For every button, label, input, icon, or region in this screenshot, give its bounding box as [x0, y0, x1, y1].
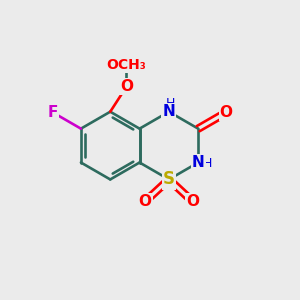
- Text: N: N: [163, 104, 175, 119]
- Text: H: H: [203, 158, 212, 170]
- Text: N: N: [192, 155, 205, 170]
- Text: O: O: [220, 105, 232, 120]
- Text: OCH₃: OCH₃: [106, 58, 146, 72]
- Text: O: O: [139, 194, 152, 209]
- Text: S: S: [163, 170, 175, 188]
- Text: O: O: [120, 79, 133, 94]
- Text: H: H: [166, 97, 175, 110]
- Text: F: F: [48, 105, 58, 120]
- Text: O: O: [186, 194, 199, 209]
- Text: N: N: [192, 155, 205, 170]
- Text: N: N: [163, 104, 175, 119]
